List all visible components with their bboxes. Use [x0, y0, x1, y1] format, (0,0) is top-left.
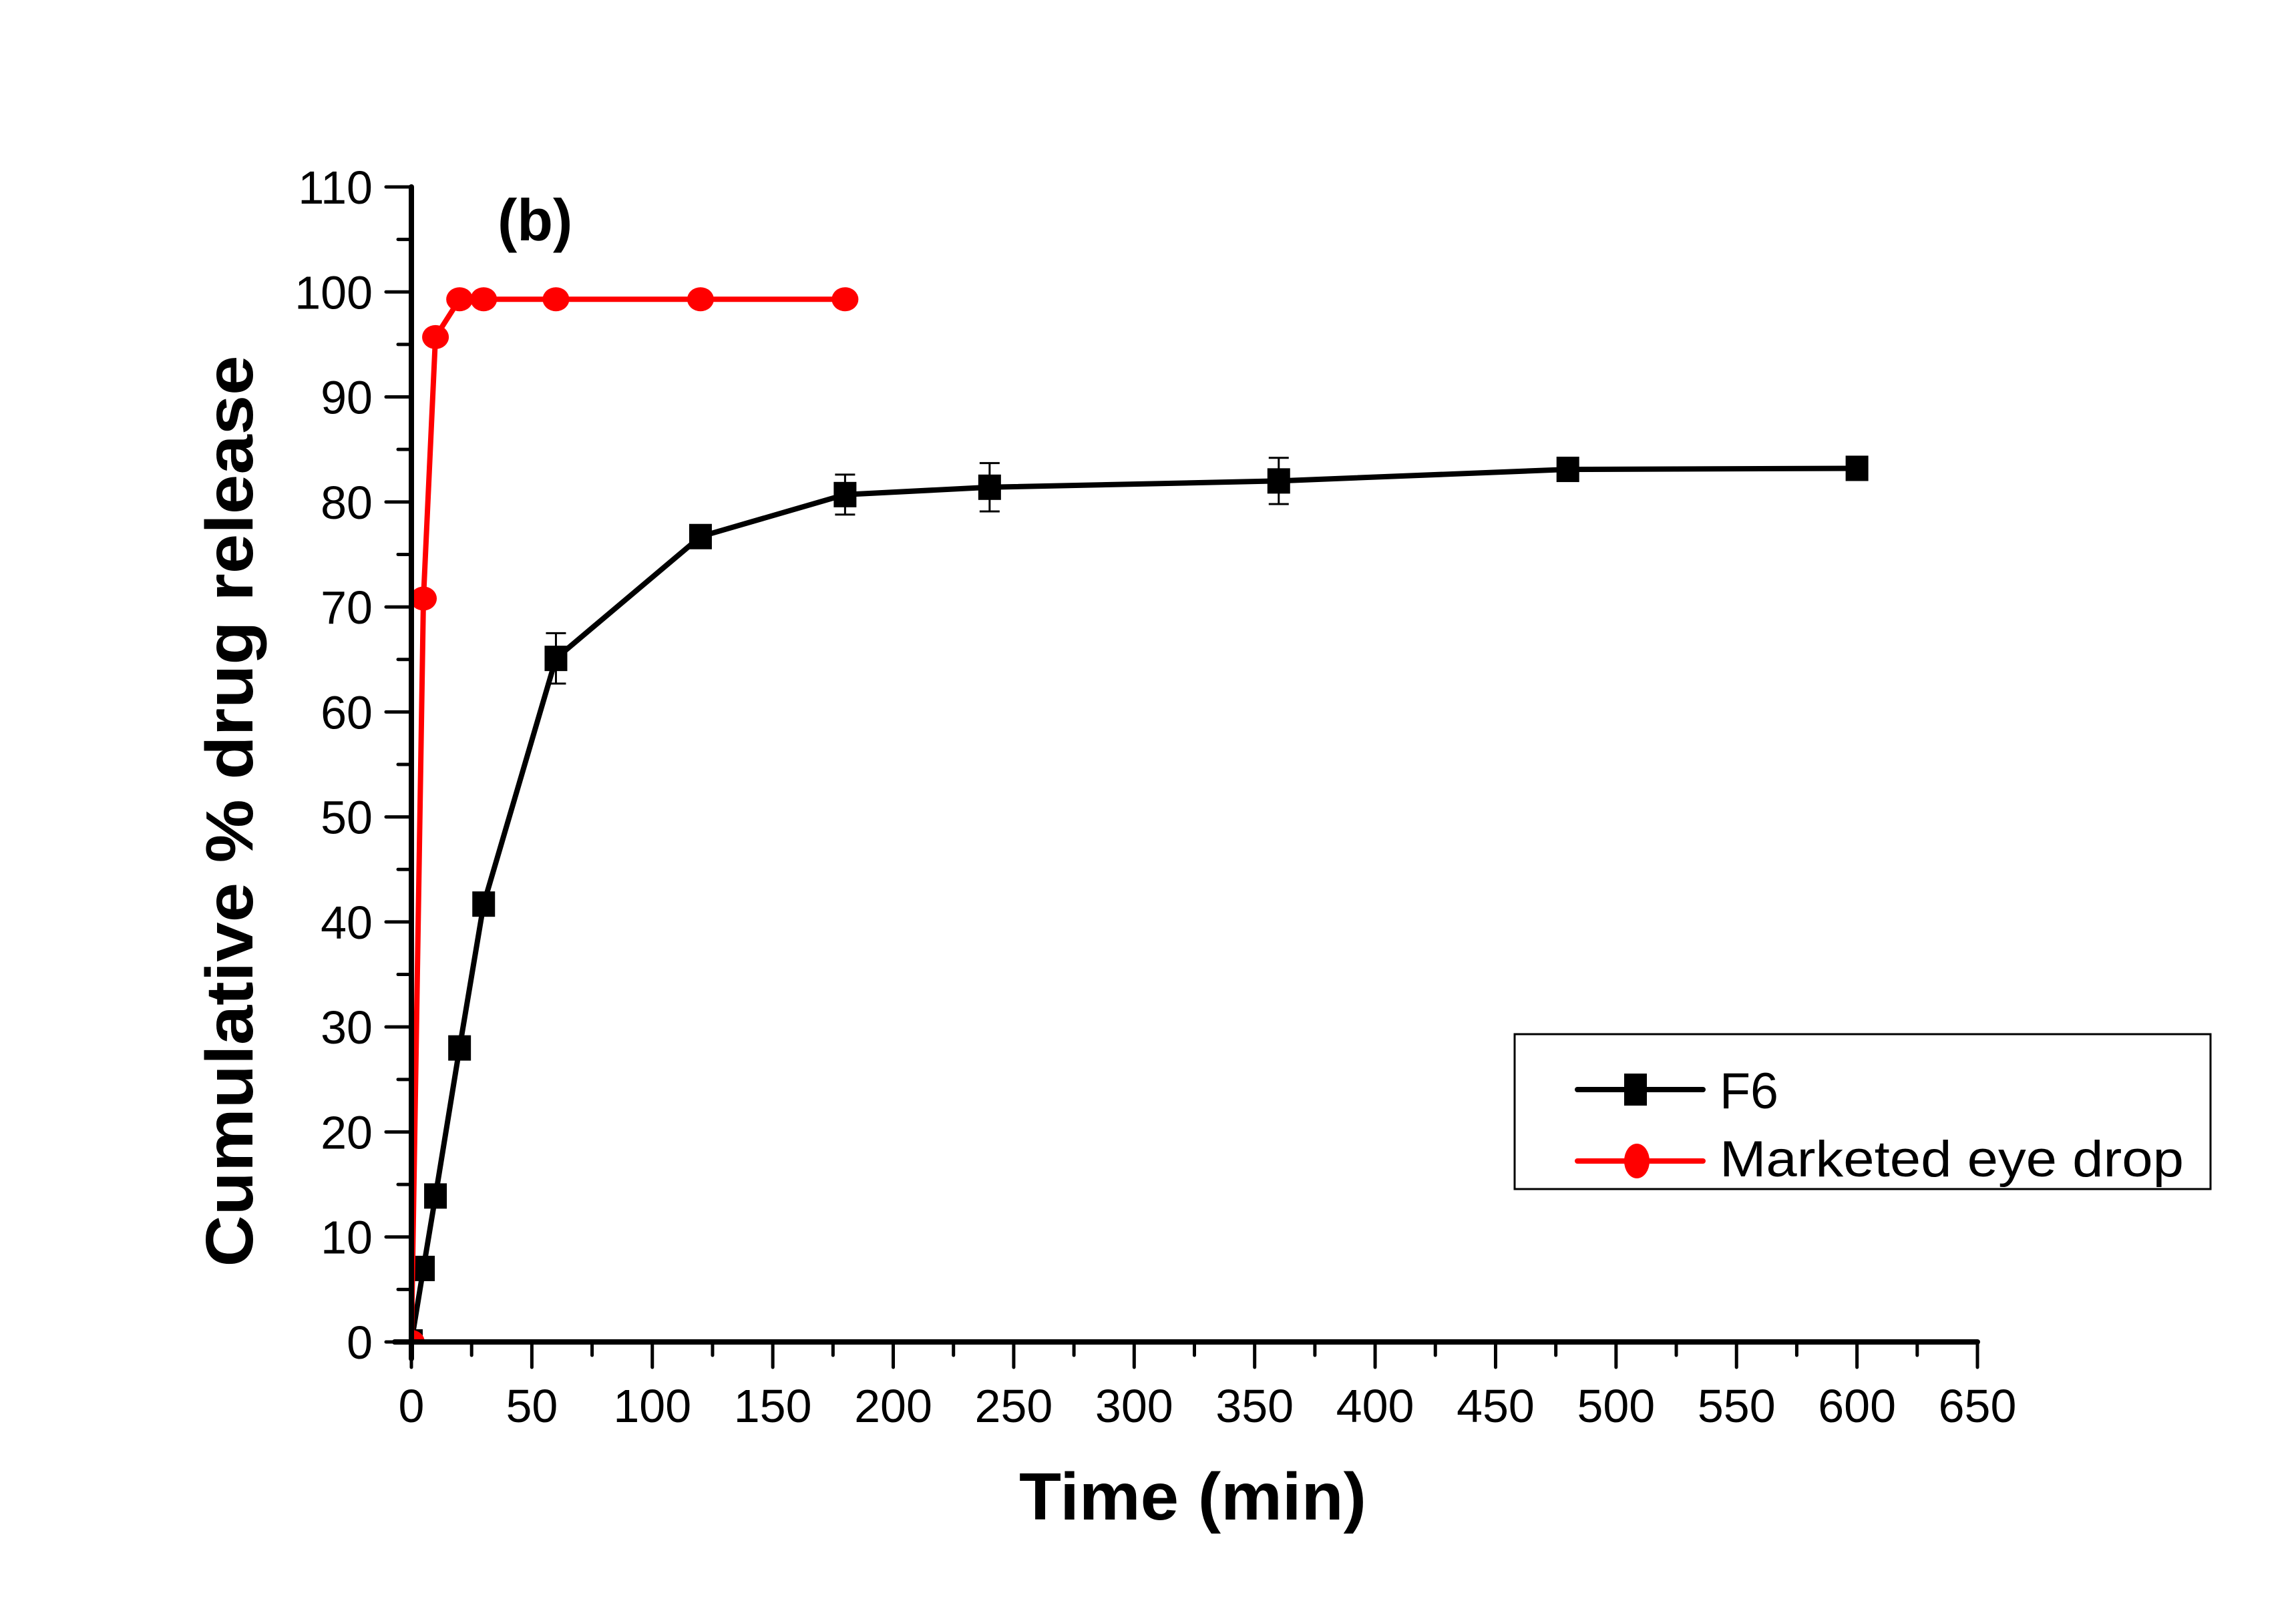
data-point-circle [411, 586, 437, 611]
x-tick-label: 350 [1215, 1380, 1294, 1432]
data-point-square [833, 481, 857, 507]
data-point-square [1845, 455, 1869, 481]
legend-marker-circle [1624, 1144, 1650, 1178]
data-point-square [1267, 468, 1290, 494]
x-tick-label: 550 [1698, 1380, 1776, 1432]
legend-marker-square [1624, 1074, 1647, 1106]
x-tick-label: 200 [854, 1380, 932, 1432]
y-tick-label: 90 [321, 372, 373, 424]
x-tick-label: 650 [1939, 1380, 2017, 1432]
y-tick-label: 10 [321, 1212, 373, 1264]
y-ticks: 0 10 20 30 40 50 60 70 80 90 100 110 [295, 162, 413, 1369]
y-tick-label: 60 [321, 686, 373, 738]
y-tick-label: 50 [321, 792, 373, 844]
data-point-square [472, 891, 496, 917]
legend-item-marketed-eye-drop: Marketed eye drop [1575, 1131, 2184, 1188]
y-tick-label: 110 [298, 162, 373, 214]
y-tick-label: 20 [321, 1106, 373, 1158]
legend-label-f6: F6 [1720, 1063, 1778, 1120]
series-marketed-eye-drop [411, 287, 859, 1342]
x-tick-label: 400 [1336, 1380, 1414, 1432]
y-tick-label: 30 [321, 1001, 373, 1054]
data-point-square [1556, 457, 1579, 483]
data-point-circle [446, 287, 473, 312]
x-tick-label: 300 [1095, 1380, 1173, 1432]
legend-label-marketed: Marketed eye drop [1720, 1131, 2184, 1188]
y-tick-label: 70 [321, 582, 373, 634]
x-ticks: 0 50 100 150 200 250 300 350 400 450 500 550 600 650 [399, 1340, 2017, 1432]
x-tick-label: 50 [506, 1380, 558, 1432]
data-point-circle [831, 287, 859, 312]
legend-item-f6: F6 [1575, 1063, 1778, 1120]
y-tick-label: 80 [321, 477, 373, 529]
data-point-circle [422, 324, 449, 349]
x-tick-label: 450 [1457, 1380, 1535, 1432]
y-axis-title: Cumulative % drug release [192, 356, 267, 1267]
y-tick-label: 100 [295, 266, 373, 318]
data-point-circle [542, 287, 570, 312]
data-point-square [448, 1035, 471, 1061]
x-tick-label: 600 [1818, 1380, 1896, 1432]
x-tick-label: 0 [399, 1380, 425, 1432]
legend: F6 Marketed eye drop [1513, 1033, 2212, 1190]
data-point-square [544, 646, 568, 672]
panel-label: (b) [498, 187, 572, 253]
data-point-square [689, 523, 712, 549]
axes: 0 50 100 150 200 250 300 350 400 450 500 550 600 650 … [295, 162, 2016, 1432]
data-point-circle [411, 1330, 425, 1342]
y-tick-label: 0 [347, 1317, 373, 1369]
data-point-square [424, 1183, 447, 1209]
y-tick-label: 40 [321, 897, 373, 949]
series-f6 [411, 455, 1869, 1342]
x-tick-label: 100 [613, 1380, 691, 1432]
x-tick-label: 150 [734, 1380, 812, 1432]
data-point-square [412, 1255, 435, 1281]
data-point-circle [687, 287, 714, 312]
x-axis-title: Time (min) [1019, 1459, 1366, 1534]
series-layer [411, 287, 1869, 1342]
x-tick-label: 250 [975, 1380, 1053, 1432]
x-tick-label: 500 [1577, 1380, 1655, 1432]
data-point-square [978, 474, 1001, 500]
data-point-circle [470, 287, 498, 312]
